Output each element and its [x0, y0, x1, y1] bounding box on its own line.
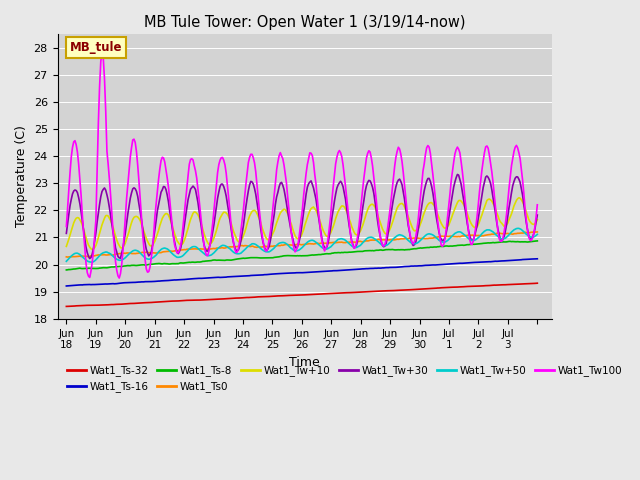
Y-axis label: Temperature (C): Temperature (C) [15, 125, 28, 228]
Legend: Wat1_Ts-32, Wat1_Ts-16, Wat1_Ts-8, Wat1_Ts0, Wat1_Tw+10, Wat1_Tw+30, Wat1_Tw+50,: Wat1_Ts-32, Wat1_Ts-16, Wat1_Ts-8, Wat1_… [63, 361, 627, 396]
Text: MB_tule: MB_tule [70, 41, 122, 54]
Title: MB Tule Tower: Open Water 1 (3/19/14-now): MB Tule Tower: Open Water 1 (3/19/14-now… [144, 15, 465, 30]
X-axis label: Time: Time [289, 356, 320, 369]
